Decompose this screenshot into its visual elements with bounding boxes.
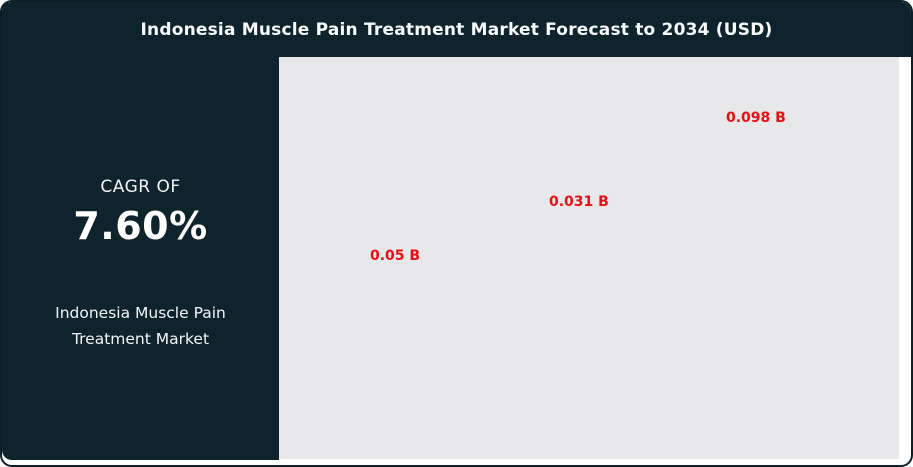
cagr-value: 7.60% xyxy=(73,204,208,248)
data-label-1: 0.05 B xyxy=(370,248,421,264)
data-label-2: 0.031 B xyxy=(549,194,609,210)
page-title: Indonesia Muscle Pain Treatment Market F… xyxy=(140,19,773,40)
data-label-3: 0.098 B xyxy=(726,110,786,126)
market-name: Indonesia Muscle Pain Treatment Market xyxy=(55,304,226,348)
cagr-label: CAGR OF xyxy=(100,177,181,197)
card-header: Indonesia Muscle Pain Treatment Market F… xyxy=(2,2,911,57)
chart-plot-area: 0.05 B 0.031 B 0.098 B xyxy=(279,57,899,459)
cagr-sidebar: CAGR OF 7.60% Indonesia Muscle Pain Trea… xyxy=(2,2,279,460)
